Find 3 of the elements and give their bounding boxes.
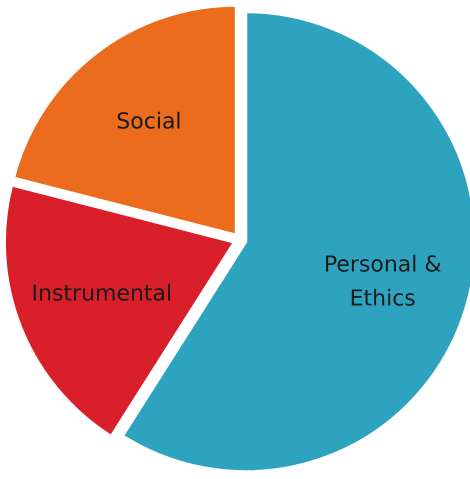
slice-label: Social	[116, 110, 182, 135]
slice-label: Instrumental	[32, 282, 172, 307]
slice-label: Personal & Ethics	[324, 252, 442, 312]
